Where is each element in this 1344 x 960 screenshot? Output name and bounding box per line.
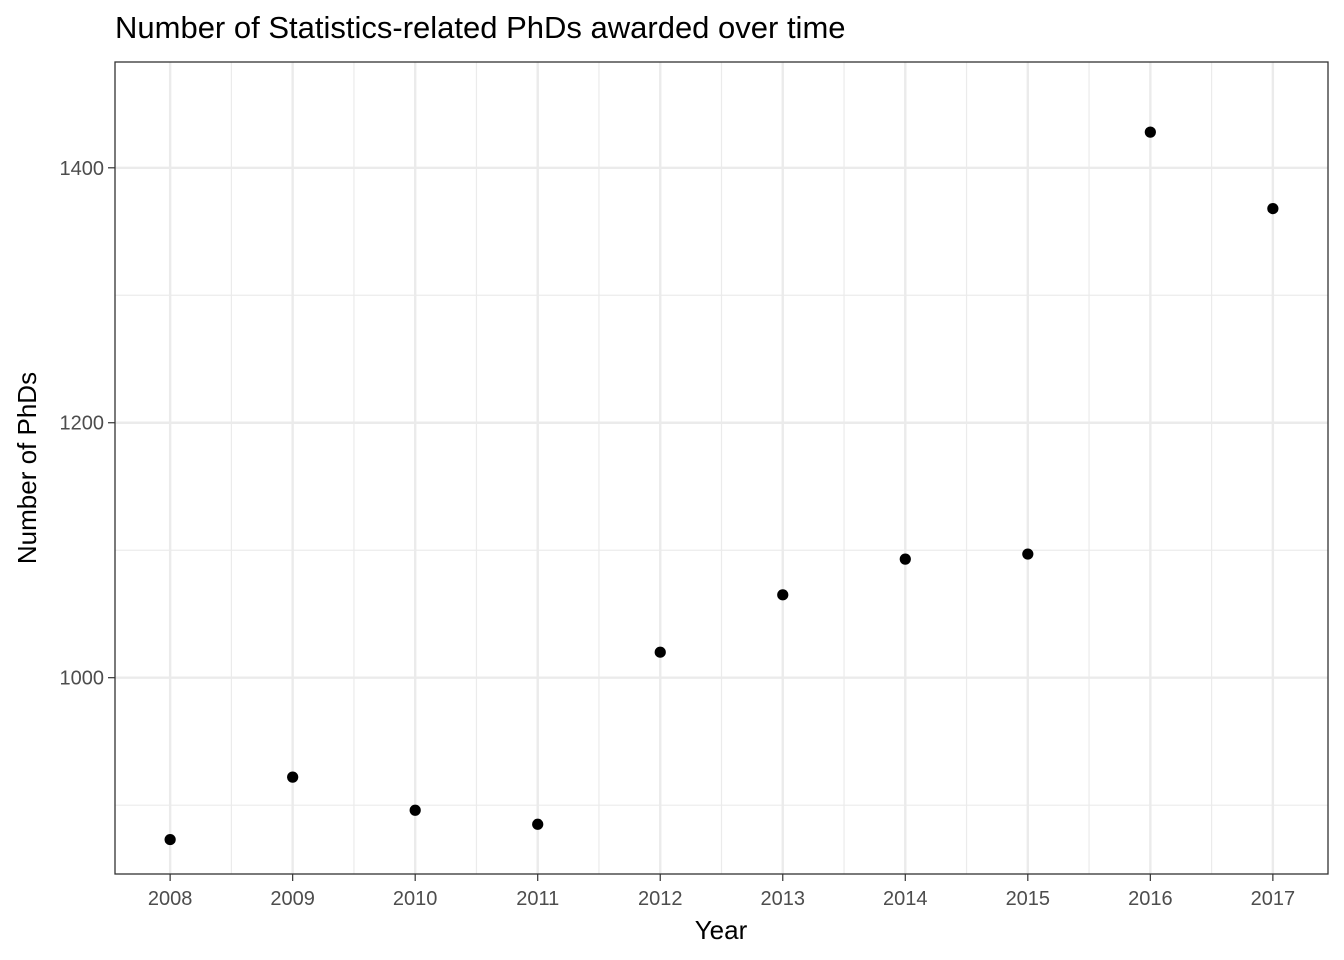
data-point xyxy=(1022,548,1034,560)
x-axis-title: Year xyxy=(695,915,748,945)
x-tick-label: 2014 xyxy=(883,888,928,910)
y-tick-label: 1400 xyxy=(60,158,105,180)
data-point xyxy=(654,646,666,658)
data-point xyxy=(777,589,789,601)
x-tick-label: 2009 xyxy=(270,888,315,910)
x-tick-label: 2016 xyxy=(1128,888,1173,910)
x-tick-label: 2013 xyxy=(761,888,806,910)
data-points xyxy=(164,126,1279,846)
data-point xyxy=(409,804,421,816)
plot-panel-border xyxy=(114,61,1329,875)
x-tick-label: 2008 xyxy=(148,888,193,910)
data-point xyxy=(164,833,176,846)
data-point xyxy=(899,553,911,565)
data-point xyxy=(532,818,544,830)
grid-lines xyxy=(115,62,1328,874)
y-axis-title: Number of PhDs xyxy=(12,372,42,564)
x-tick-label: 2017 xyxy=(1251,888,1296,910)
x-tick-label: 2010 xyxy=(393,888,438,910)
x-tick-label: 2012 xyxy=(638,888,683,910)
x-tick-label: 2011 xyxy=(516,888,559,910)
data-point xyxy=(1267,202,1279,215)
y-tick-label: 1000 xyxy=(60,668,105,690)
x-tick-label: 2015 xyxy=(1006,888,1051,910)
data-point xyxy=(1144,126,1156,138)
y-tick-label: 1200 xyxy=(60,413,105,435)
x-tick-labels: 2008 2009 2010 2011 2012 2013 2014 2015 2016 2017 xyxy=(148,888,1295,910)
axis-ticks xyxy=(108,167,1274,881)
data-point xyxy=(287,771,299,783)
y-tick-labels: 1000 1200 1400 xyxy=(60,158,105,690)
chart-title: Number of Statistics-related PhDs awarde… xyxy=(115,10,846,45)
